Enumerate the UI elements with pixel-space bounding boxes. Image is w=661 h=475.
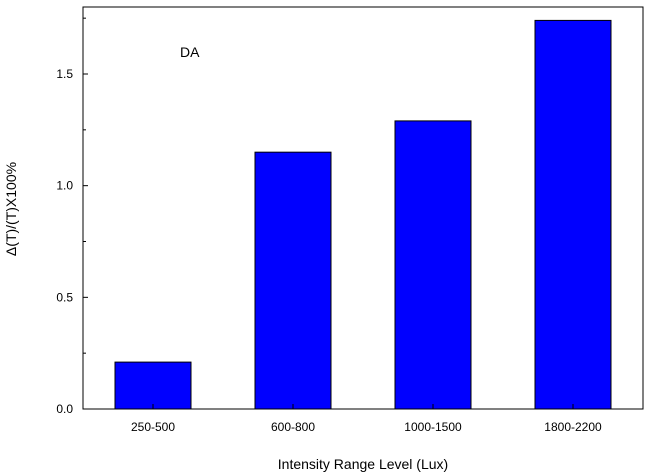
bar-1000-1500 <box>394 120 472 410</box>
bar-1800-2200 <box>534 19 612 410</box>
x-tick-label: 1000-1500 <box>404 420 462 434</box>
y-tick-label: 0.5 <box>56 290 73 304</box>
y-tick-label: 1.5 <box>56 67 73 81</box>
annotation-da: DA <box>180 44 200 60</box>
y-tick-label: 1.0 <box>56 179 73 193</box>
y-axis-label: Δ(T)/(T)X100% <box>3 162 19 256</box>
bars-group <box>114 19 612 410</box>
plot-frame <box>82 6 644 410</box>
y-tick-label: 0.0 <box>56 402 73 416</box>
x-axis-ticks: 250-500 600-800 1000-1500 1800-2200 <box>131 404 602 434</box>
y-axis-ticks: 0.0 0.5 1.0 1.5 <box>56 17 88 416</box>
x-tick-label: 250-500 <box>131 420 175 434</box>
x-tick-label: 1800-2200 <box>544 420 602 434</box>
x-tick-label: 600-800 <box>271 420 315 434</box>
bar-600-800 <box>254 151 332 410</box>
bar-250-500 <box>114 361 192 410</box>
x-axis-label: Intensity Range Level (Lux) <box>278 456 448 472</box>
